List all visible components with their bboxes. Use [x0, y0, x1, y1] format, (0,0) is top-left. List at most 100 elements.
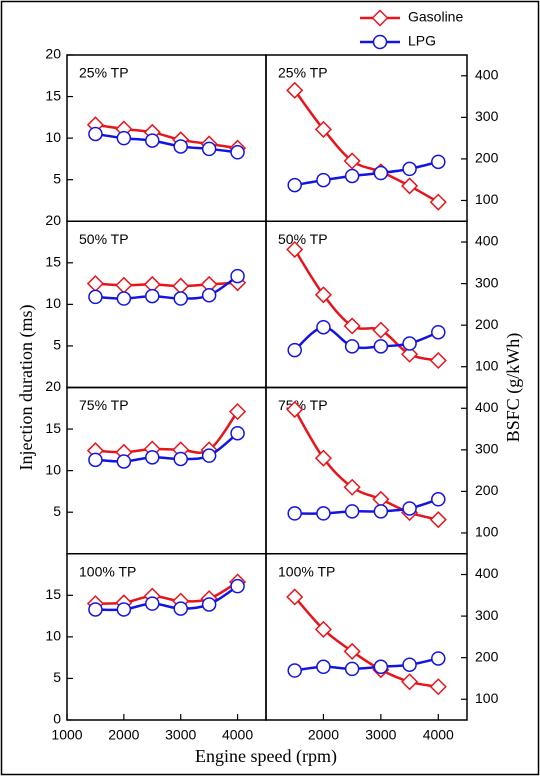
- y-tick-label: 200: [475, 482, 499, 498]
- data-point: [116, 130, 132, 146]
- data-point: [431, 324, 446, 340]
- data-point: [286, 81, 304, 99]
- y-tick-label: 100: [475, 357, 499, 373]
- series-line: [293, 325, 439, 352]
- x-tick-label: 2000: [108, 727, 139, 743]
- y-tick-label: 10: [45, 628, 61, 644]
- data-point: [314, 286, 332, 304]
- series-line: [293, 596, 439, 688]
- panel-label: 75% TP: [79, 397, 129, 413]
- y-tick-label: 0: [53, 711, 61, 727]
- data-point: [230, 578, 245, 594]
- y-tick-label: 20: [45, 212, 61, 228]
- data-point: [431, 154, 446, 170]
- y-tick-label: 15: [45, 254, 61, 270]
- x-tick-label: 4000: [222, 727, 253, 743]
- y-tick-label: 200: [475, 316, 499, 332]
- data-point: [173, 601, 188, 616]
- x-tick-label: 1000: [51, 727, 82, 743]
- data-point: [373, 165, 389, 181]
- data-point: [431, 651, 446, 666]
- y-tick-label: 100: [475, 191, 499, 207]
- y-tick-label: 300: [475, 607, 499, 623]
- data-point: [287, 342, 302, 358]
- y-tick-label: 300: [475, 274, 499, 290]
- panel-label: 100% TP: [79, 563, 136, 579]
- y-tick-label: 20: [45, 46, 61, 62]
- data-point: [88, 289, 103, 305]
- y-tick-label: 5: [53, 170, 61, 186]
- data-point: [286, 400, 304, 419]
- legend-marker: [371, 9, 389, 27]
- data-point: [116, 291, 132, 306]
- data-point: [402, 657, 417, 672]
- data-point: [201, 448, 217, 463]
- panel-label: 50% TP: [79, 231, 129, 247]
- panel-label: 100% TP: [278, 563, 335, 579]
- data-point: [316, 506, 331, 521]
- y-tick-label: 5: [53, 503, 61, 519]
- data-point: [402, 336, 417, 351]
- y-tick-label: 300: [475, 108, 499, 124]
- y-tick-label: 400: [475, 66, 499, 82]
- data-point: [145, 596, 160, 611]
- data-point: [314, 449, 332, 467]
- data-point: [344, 339, 360, 354]
- panel-label: 25% TP: [278, 65, 328, 81]
- data-point: [287, 663, 302, 678]
- data-point: [173, 451, 188, 467]
- data-point: [402, 161, 417, 177]
- series-line: [294, 160, 439, 187]
- data-point: [343, 642, 361, 660]
- data-point: [343, 478, 361, 496]
- data-point: [230, 145, 245, 160]
- data-point: [88, 602, 103, 617]
- data-point: [314, 620, 332, 638]
- y-tick-label: 15: [45, 87, 61, 103]
- data-point: [344, 504, 360, 519]
- data-point: [229, 403, 247, 421]
- x-tick-label: 3000: [365, 727, 396, 743]
- data-point: [429, 193, 447, 211]
- data-point: [145, 288, 160, 304]
- data-point: [344, 168, 360, 184]
- y-tick-label: 5: [53, 337, 61, 353]
- legend-marker: [372, 34, 388, 50]
- data-point: [343, 317, 361, 335]
- y-tick-label: 200: [475, 648, 499, 664]
- data-point: [316, 659, 331, 675]
- data-point: [429, 678, 447, 696]
- data-point: [344, 661, 360, 677]
- y-tick-label: 400: [475, 233, 499, 249]
- data-point: [88, 452, 103, 468]
- x-tick-label: 3000: [165, 727, 196, 743]
- y-axis-title: Injection duration (ms): [16, 305, 37, 471]
- data-point: [429, 511, 447, 529]
- y-tick-label: 10: [45, 461, 61, 477]
- data-point: [429, 351, 447, 370]
- series-line: [95, 432, 239, 463]
- data-point: [402, 501, 417, 516]
- data-point: [287, 177, 302, 193]
- data-point: [145, 133, 160, 148]
- data-point: [116, 602, 132, 617]
- series-line: [293, 408, 439, 521]
- data-point: [373, 659, 389, 675]
- data-point: [201, 287, 217, 303]
- y-tick-label: 100: [475, 690, 499, 706]
- data-point: [115, 276, 133, 294]
- data-point: [372, 321, 390, 339]
- y-tick-label: 400: [475, 399, 499, 415]
- data-point: [343, 152, 361, 170]
- y-tick-label: 15: [45, 420, 61, 436]
- y-axis-title: BSFC (g/kWh): [503, 333, 524, 443]
- y-tick-label: 400: [475, 565, 499, 581]
- data-point: [373, 339, 389, 354]
- y-tick-label: 5: [53, 669, 61, 685]
- data-point: [173, 139, 188, 154]
- x-tick-label: 2000: [308, 727, 339, 743]
- y-tick-label: 200: [475, 150, 499, 166]
- y-tick-label: 10: [45, 129, 61, 145]
